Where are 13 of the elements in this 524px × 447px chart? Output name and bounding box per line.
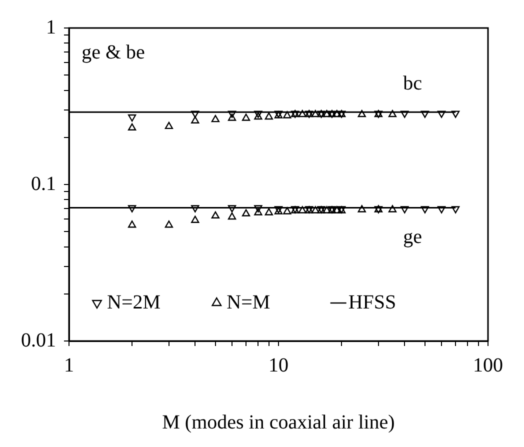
legend-label: N=2M xyxy=(107,291,161,314)
y-tick-label: 1 xyxy=(46,16,56,38)
x-tick-label: 100 xyxy=(473,354,503,376)
y-tick-label: 0.01 xyxy=(21,329,56,352)
legend-label: HFSS xyxy=(348,291,396,314)
legend-label: N=M xyxy=(226,291,270,314)
x-tick-label: 1 xyxy=(64,354,74,376)
x-axis-title: M (modes in coaxial air line) xyxy=(162,411,395,434)
y-tick-label: 0.1 xyxy=(31,172,56,195)
annotation: ge xyxy=(403,226,422,248)
annotation: bc xyxy=(403,72,422,95)
x-tick-label: 10 xyxy=(268,354,288,376)
annotation: ge & be xyxy=(82,41,146,64)
